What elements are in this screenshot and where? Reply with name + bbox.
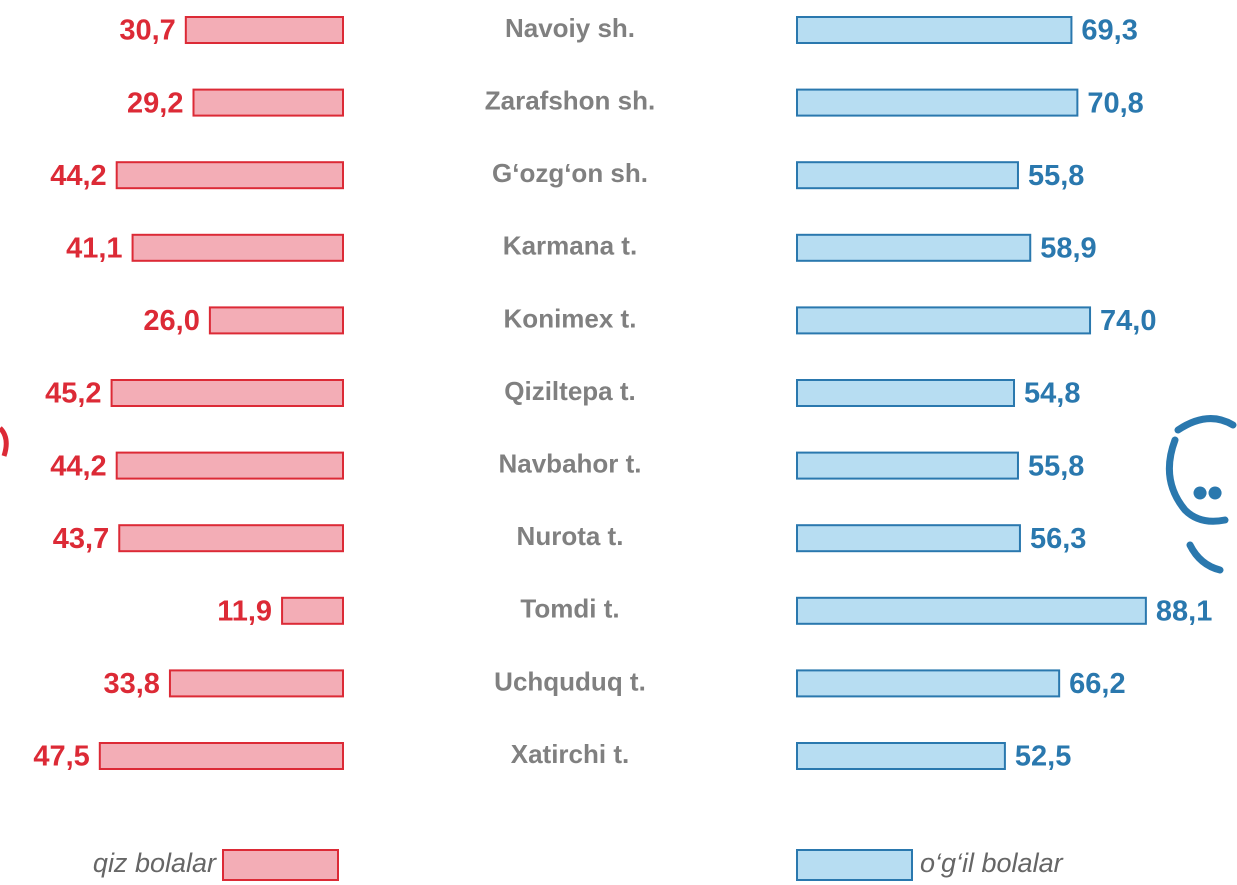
bar [797,525,1020,551]
legend-label: o‘g‘il bolalar [920,848,1064,878]
bar [797,743,1005,769]
legend-swatch [797,850,912,880]
bar [117,453,343,479]
value-label: 44,2 [50,160,106,192]
bar [797,307,1090,333]
bar [797,90,1077,116]
value-label: 30,7 [119,15,175,47]
bar [112,380,343,406]
chart: Navoiy sh. Zarafshon sh. G‘ozg‘on sh. Karma… [0,0,1237,885]
value-label: 88,1 [1156,595,1212,627]
value-label: 41,1 [66,232,122,264]
value-label: 52,5 [1015,741,1071,773]
value-label: 69,3 [1081,15,1137,47]
bar [797,598,1146,624]
category-label: Nurota t. [517,521,624,551]
bar [170,670,343,696]
value-label: 47,5 [33,741,89,773]
category-label: G‘ozg‘on sh. [492,158,648,188]
bar [210,307,343,333]
bar [133,235,343,261]
category-label: Navoiy sh. [505,13,635,43]
bar [797,380,1014,406]
value-label: 33,8 [103,668,159,700]
category-label: Xatirchi t. [511,739,629,769]
value-label: 74,0 [1100,305,1156,337]
value-label: 54,8 [1024,378,1080,410]
value-label: 45,2 [45,378,101,410]
bar [117,162,343,188]
category-label: Uchquduq t. [494,666,646,696]
value-label: 55,8 [1028,450,1084,482]
value-label: 70,8 [1087,87,1143,119]
category-label: Zarafshon sh. [485,85,655,115]
bar [797,453,1018,479]
value-label: 26,0 [143,305,199,337]
value-label: 58,9 [1040,232,1096,264]
legend-label: qiz bolalar [93,848,217,878]
value-label: 55,8 [1028,160,1084,192]
value-label: 56,3 [1030,523,1086,555]
bar [193,90,343,116]
bar [119,525,343,551]
category-label: Tomdi t. [520,594,619,624]
value-label: 29,2 [127,87,183,119]
legend-swatch [223,850,338,880]
value-label: 43,7 [53,523,109,555]
bar [100,743,343,769]
category-label: Konimex t. [504,303,637,333]
value-label: 11,9 [217,595,272,627]
bar [797,235,1030,261]
category-label: Karmana t. [503,231,637,261]
value-label: 66,2 [1069,668,1125,700]
decoration [0,428,6,456]
bar [186,17,343,43]
bar [797,17,1071,43]
value-label: 44,2 [50,450,106,482]
category-label: Navbahor t. [498,448,641,478]
bar [282,598,343,624]
category-label: Qiziltepa t. [504,376,635,406]
bar [797,162,1018,188]
decoration [1169,419,1233,570]
bar [797,670,1059,696]
